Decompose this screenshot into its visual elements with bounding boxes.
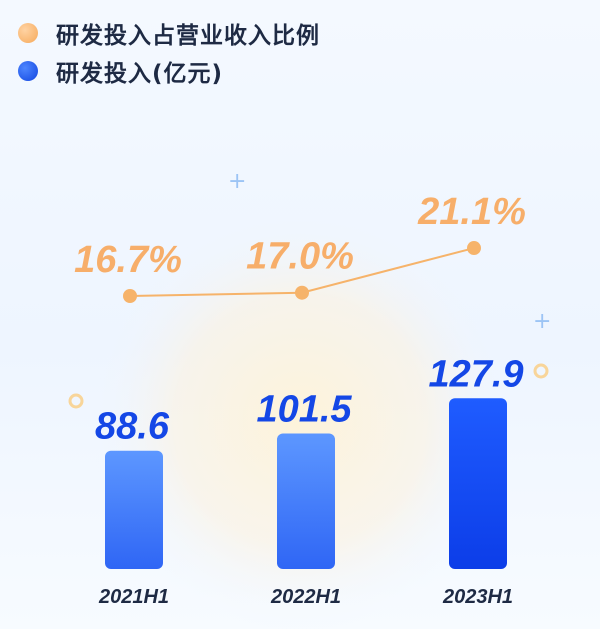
decor-plus-icon: +: [533, 309, 551, 334]
ratio-value-label: 21.1%: [417, 191, 526, 233]
x-tick-label: 2022H1: [270, 586, 341, 608]
plot-area: 88.6 101.5 127.9 16.7% 17.0% 21.1% 2021H1 2022H…: [74, 191, 526, 608]
ratio-point: [295, 285, 309, 300]
x-tick-label: 2021H1: [98, 586, 169, 608]
legend-ratio-dot: [18, 23, 38, 43]
ratio-point: [467, 241, 481, 256]
bar-value-label: 101.5: [256, 388, 352, 430]
legend-ratio-label: 研发投入占营业收入比例: [56, 23, 320, 49]
bar-2022H1: [277, 433, 335, 569]
legend-item-invest: 研发投入(亿元): [18, 52, 320, 90]
bar-value-label: 127.9: [428, 353, 523, 395]
x-tick-label: 2023H1: [442, 586, 513, 608]
bar-2021H1: [105, 450, 163, 569]
legend-invest-label: 研发投入(亿元): [56, 61, 224, 87]
background-glow: [90, 210, 510, 629]
bar-value-label: 88.6: [95, 406, 170, 448]
legend: 研发投入占营业收入比例 研发投入(亿元): [18, 14, 320, 90]
legend-invest-dot: [18, 61, 38, 81]
ratio-value-label: 17.0%: [246, 236, 354, 278]
decor-ring-icon: [68, 393, 84, 409]
legend-item-ratio: 研发投入占营业收入比例: [18, 14, 320, 52]
decor-plus-icon: +: [228, 169, 246, 194]
bar-2023H1: [449, 398, 507, 569]
ratio-value-label: 16.7%: [74, 239, 182, 281]
ratio-point: [123, 289, 137, 303]
decor-ring-icon: [533, 363, 549, 379]
